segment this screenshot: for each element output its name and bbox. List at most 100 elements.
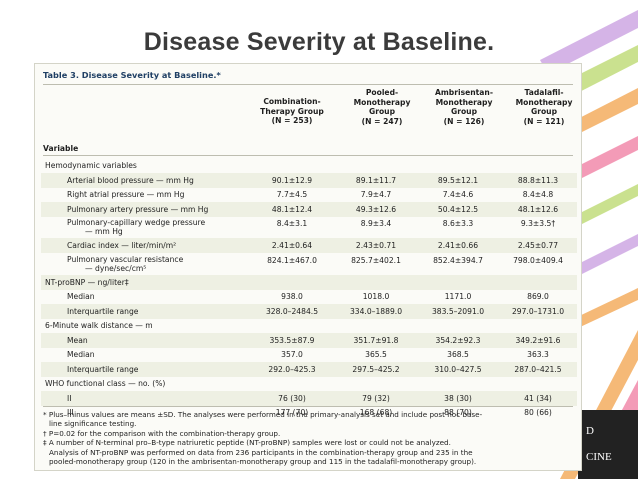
footnote-line: Analysis of NT-proBNP was performed on d…	[49, 447, 473, 457]
column-header-line: Group	[450, 107, 478, 117]
row-label-text: Pulmonary vascular resistance	[67, 254, 184, 264]
row-label-text: NT-proBNP — ng/liter‡	[45, 277, 129, 287]
table-cell: 177 (70)	[275, 408, 309, 417]
table-row: Pulmonary artery pressure — mm Hg 48.1±12…	[41, 201, 577, 217]
row-label: Hemodynamic variables	[45, 161, 137, 170]
table-cell: 292.0–425.3	[268, 364, 316, 374]
header-divider	[43, 155, 573, 156]
table-row: 6-Minute walk distance — m	[41, 318, 577, 333]
table-cell: 50.4±12.5	[437, 204, 479, 214]
table-cell: 357.0	[281, 350, 303, 359]
row-label-continuation: — dyne/sec/cm⁵	[85, 263, 147, 273]
table-cell: 88.8±11.3	[517, 175, 559, 185]
table-cell: 168 (68)	[359, 408, 393, 417]
table-cell: 8.4±4.8	[522, 190, 554, 199]
table-cell: 7.4±4.6	[442, 190, 474, 199]
table-cell: 8.9±3.4	[360, 219, 392, 228]
row-label-text: Arterial blood pressure — mm Hg	[67, 175, 194, 185]
row-label: III	[67, 408, 74, 417]
slide-title: Disease Severity at Baseline.	[143, 28, 495, 56]
row-label: Pulmonary-capillary wedge pressure — mm H…	[67, 218, 205, 236]
row-label-text: Cardiac index — liter/min/m²	[67, 241, 177, 250]
table-row: Interquartile range 328.0–2484.5 334.0–188…	[41, 303, 577, 319]
table-cell: 383.5–2091.0	[431, 306, 485, 316]
column-header-line: (N = 126)	[443, 116, 485, 126]
table-row: WHO functional class — no. (%)	[41, 376, 577, 391]
table-row: Right atrial pressure — mm Hg 7.7±4.5 7.9±…	[41, 187, 577, 202]
row-label-text: Pulmonary-capillary wedge pressure	[67, 218, 206, 227]
row-label-text: II	[67, 393, 72, 403]
row-label: Interquartile range	[67, 365, 138, 374]
table-cell: 1171.0	[444, 292, 472, 301]
row-label-text: WHO functional class — no. (%)	[45, 379, 166, 388]
table-cell: 2.41±0.66	[437, 241, 479, 250]
row-label: 6-Minute walk distance — m	[45, 321, 153, 330]
column-header-tadalafil: Tadalafil- Monotherapy Group (N = 121)	[499, 88, 589, 126]
table-cell: 824.1±467.0	[267, 255, 317, 265]
row-label: Mean	[67, 336, 88, 345]
column-header-line: Ambrisentan-	[435, 88, 493, 97]
table-row: Arterial blood pressure — mm Hg 90.1±12.9…	[41, 172, 577, 188]
row-label-text: Median	[67, 292, 95, 301]
table-row: Median 357.0 365.5 368.5 363.3	[41, 347, 577, 362]
table-caption: Table 3. Disease Severity at Baseline.*	[43, 70, 221, 80]
table-cell: 89.5±12.1	[437, 175, 479, 185]
row-label-text: Hemodynamic variables	[45, 161, 137, 170]
footnote-line: ‡ A number of N-terminal pro–B-type natr…	[43, 438, 451, 448]
row-label-text: 6-Minute walk distance — m	[45, 321, 153, 330]
table-cell: 7.9±4.7	[360, 190, 392, 199]
column-header-line: (N = 253)	[271, 116, 313, 126]
variable-column-header: Variable	[43, 144, 79, 153]
table-row: Pulmonary-capillary wedge pressure — mm H…	[41, 216, 577, 238]
table-cell: 349.2±91.6	[515, 335, 561, 345]
table-cell: 2.45±0.77	[517, 241, 559, 250]
column-header-pooled: Pooled- Monotherapy Group (N = 247)	[337, 88, 427, 126]
table-cell: 798.0±409.4	[513, 255, 563, 265]
table-cell: 76 (30)	[278, 393, 306, 403]
table-cell: 310.0–427.5	[434, 364, 482, 374]
table-cell: 89.1±11.7	[355, 175, 397, 185]
row-label-text: Interquartile range	[67, 306, 139, 316]
column-header-line: Monotherapy	[353, 97, 411, 107]
table-cell: 8.6±3.3	[442, 219, 474, 228]
table-cell: 353.5±87.9	[269, 335, 315, 345]
row-label-text: Pulmonary artery pressure — mm Hg	[67, 204, 209, 214]
table-cell: 363.3	[527, 350, 549, 359]
row-label: Right atrial pressure — mm Hg	[67, 190, 184, 199]
table-cell: 852.4±394.7	[433, 255, 483, 265]
row-label: Pulmonary vascular resistance — dyne/sec/…	[67, 255, 183, 273]
table-cell: 354.2±92.3	[435, 335, 481, 345]
column-header-line: Pooled-	[365, 88, 399, 97]
column-header-line: Monotherapy	[515, 97, 573, 107]
table-cell: 90.1±12.9	[271, 175, 313, 185]
table-row: Interquartile range 292.0–425.3 297.5–425.…	[41, 361, 577, 377]
row-label-continuation: — mm Hg	[85, 227, 123, 236]
table-row: Cardiac index — liter/min/m² 2.41±0.64 2.4…	[41, 238, 577, 253]
table-cell: 2.41±0.64	[271, 241, 313, 250]
table-row: II 76 (30) 79 (32) 38 (30) 41 (34)	[41, 390, 577, 406]
row-label: Cardiac index — liter/min/m²	[67, 241, 176, 250]
row-label: Median	[67, 350, 95, 359]
row-label-text: III	[67, 408, 74, 417]
table-cell: 2.43±0.71	[355, 241, 397, 250]
table-figure: Table 3. Disease Severity at Baseline.* …	[34, 63, 582, 471]
row-label-text: Median	[67, 350, 95, 359]
footnote-line: † P=0.02 for the comparison with the com…	[43, 428, 281, 438]
table-row: Mean 353.5±87.9 351.7±91.8 354.2±92.3 349.2±…	[41, 332, 577, 348]
table-bottom-divider	[43, 406, 573, 407]
column-header-line: Combination-	[263, 97, 321, 106]
column-header-line: Group	[368, 107, 396, 117]
column-header-line: Tadalafil-	[524, 88, 564, 97]
footnote-line: line significance testing.	[49, 419, 137, 429]
row-label: WHO functional class — no. (%)	[45, 379, 165, 388]
column-header-ambrisentan: Ambrisentan- Monotherapy Group (N = 126)	[419, 88, 509, 126]
table-cell: 938.0	[281, 292, 303, 301]
row-label-text: Right atrial pressure — mm Hg	[67, 190, 185, 199]
table-row: Hemodynamic variables	[41, 158, 577, 173]
table-cell: 80 (66)	[524, 408, 552, 417]
row-label: II	[67, 394, 71, 403]
table-footnotes: * Plus–minus values are means ±SD. The a…	[43, 410, 575, 466]
table-cell: 328.0–2484.5	[265, 306, 319, 316]
row-label-text: Interquartile range	[67, 364, 139, 374]
table-cell: 79 (32)	[362, 393, 390, 403]
